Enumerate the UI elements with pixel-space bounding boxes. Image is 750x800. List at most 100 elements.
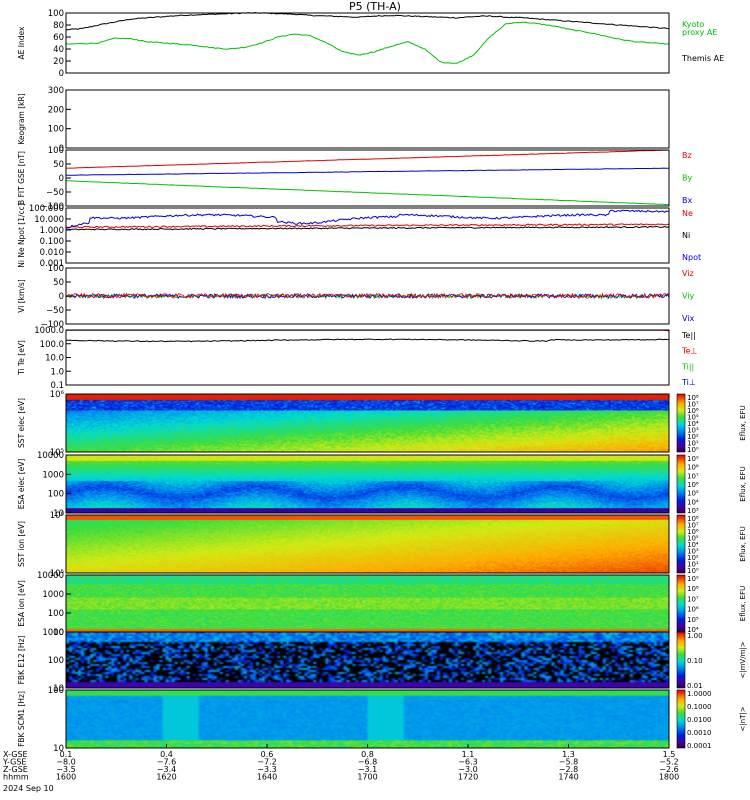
x-tick-label: −6.8 [358,758,377,767]
velocity-ytick-label: 50 [53,278,64,288]
velocity-ylabel: Vi [km/s] [17,279,26,312]
keogram-ytick-label: 0 [59,144,64,154]
sst_e-colorbar-tick: 10⁵ [687,414,699,422]
x-tick-label: −3.3 [257,765,276,774]
fbk_e-ytick-label: 10 [53,684,64,694]
sst_e-colorbar-tick: 10⁴ [687,420,699,428]
sst_i-colorbar-tick: 10¹ [687,561,699,569]
esa_i-colorbar-tick: 10⁹ [687,575,699,583]
esa_e-ytick-label: 100 [48,490,64,500]
esa_e-colorbar-tick: 10⁵ [687,490,699,498]
x-tick-label: −2.6 [659,765,678,774]
esa_e-ytick-label: 1000 [42,470,64,480]
bfield-ytick-label: 50 [53,160,64,170]
bfield-ytick-label: 100 [48,146,64,156]
sst_e-colorbar-tick: 10¹ [687,440,699,448]
esa_e-colorbar-tick: 10⁹ [687,455,699,463]
x-tick-label: 1.3 [562,750,575,759]
ae-ytick-label: 60 [53,33,64,43]
density-ytick-label: 100.000 [29,204,64,214]
bfield-series-line [66,149,670,169]
sst_i-colorbar-tick: 10³ [687,548,699,556]
ae-ytick-label: 100 [48,9,64,19]
esa_e-ylabel: ESA elec [eV] [17,459,26,510]
x-tick-label: 0.8 [361,750,374,759]
ae-series-line [65,21,669,64]
sst_i-colorbar-tick: 10² [687,554,699,562]
ae-ytick-label: 20 [53,57,64,67]
sst_i-ytick-label: 10⁵ [50,569,64,579]
fbk_b-colorbar [676,689,686,749]
velocity-legend-label: Viy [682,291,695,300]
sst_i-colorbar-label: Eflux, EFU [739,526,747,561]
x-tick-label: 1720 [458,773,478,782]
x-tick-label: −7.2 [257,758,276,767]
sst_i-colorbar-tick: 10⁶ [687,528,699,536]
ae-legend-label: Themis AE [681,54,724,63]
x-tick-label: −2.8 [559,765,578,774]
ae-ylabel: AE Index [17,26,26,59]
fbk_b-colorbar-tick: 0.0010 [687,729,712,737]
density-legend-label: Ni [682,231,690,240]
sst_e-spectrogram [66,394,669,452]
x-tick-label: −7.6 [157,758,176,767]
sst_i-ytick-label: 10⁶ [50,511,65,521]
density-ytick-label: 0.100 [40,237,64,247]
esa_e-colorbar-tick: 10⁸ [687,464,699,472]
temperature-legend-label: Ti|| [681,362,694,371]
bfield-ylabel: B FIT GSE [nT] [17,151,26,205]
esa_i-colorbar-tick: 10⁷ [687,595,699,603]
sst_e-colorbar-tick: 10⁷ [687,401,699,409]
sst_i-colorbar [676,514,686,574]
esa_i-ytick-label: 10 [53,628,64,638]
sst_e-colorbar-tick: 10⁰ [687,446,699,454]
x-tick-label: 1640 [257,773,277,782]
ae-series-line [65,12,670,31]
sst_i-colorbar-tick: 10⁴ [687,541,699,549]
x-tick-label: 1.1 [462,750,475,759]
sst_e-colorbar-tick: 10² [687,433,699,441]
esa_e-colorbar-tick: 10⁶ [687,481,699,489]
x-tick-label: 0.4 [160,750,173,759]
fbk_e-spectrogram [66,632,669,688]
velocity-ytick-label: 100 [48,264,64,274]
x-tick-label: −5.8 [559,758,578,767]
temperature-frame [65,329,670,386]
keogram-ytick-label: 200 [48,105,64,115]
esa_i-colorbar-tick: 10⁴ [687,626,699,634]
temperature-legend-label: Te|| [681,331,696,340]
x-tick-label: 1.5 [663,750,676,759]
x-tick-label: −6.3 [458,758,477,767]
x-tick-label: −3.4 [157,765,176,774]
sst_i-colorbar-tick: 10⁸ [687,515,699,523]
sst_i-ylabel: SST ion [eV] [17,521,26,567]
temperature-legend-label: Ti⊥ [681,378,696,387]
density-series-line [66,209,670,229]
density-legend-label: Npot [682,253,701,262]
bfield-frame [65,149,670,207]
x-tick-label: 1800 [659,773,679,782]
keogram-ytick-label: 300 [48,86,64,96]
x-tick-label: 0.6 [261,750,274,759]
fbk_e-colorbar-tick: 0.10 [687,657,703,665]
fbk_b-colorbar-tick: 0.0001 [687,742,712,750]
esa_e-colorbar-tick: 10⁷ [687,472,699,480]
esa_i-colorbar-tick: 10⁶ [687,606,699,614]
fbk_b-colorbar-tick: 0.0100 [687,716,712,724]
ae-legend-label: Kyoto [682,20,704,29]
sst_e-ytick-label: 10⁶ [50,390,65,400]
date-label: 2024 Sep 10 [3,784,54,793]
sst_i-frame [65,514,670,574]
fbk_b-spectrogram [66,690,669,748]
esa_e-ytick-label: 10000 [37,451,64,461]
chart-title: P5 (TH-A) [349,0,401,13]
esa_e-colorbar-tick: 10³ [687,507,699,515]
sst_i-spectrogram [66,515,669,573]
esa_e-colorbar-tick: 10⁴ [687,498,699,506]
bfield-legend-label: Bz [682,151,692,160]
esa_i-ytick-label: 1000 [42,590,64,600]
density-series-line [65,223,670,229]
esa_i-colorbar [676,574,686,633]
velocity-ytick-label: −100 [41,320,64,330]
